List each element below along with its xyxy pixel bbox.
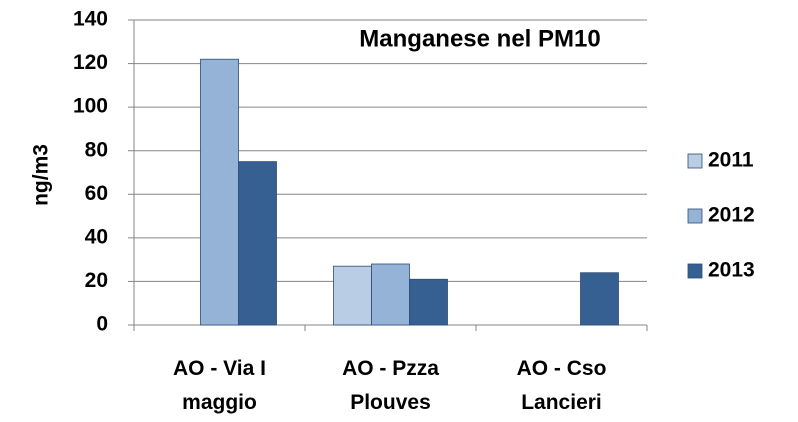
y-tick-label: 140 xyxy=(73,8,108,31)
y-tick-label: 80 xyxy=(85,138,108,161)
y-tick-label: 60 xyxy=(85,182,108,205)
y-axis-label: ng/m3 xyxy=(30,144,53,206)
legend-swatch xyxy=(687,208,703,224)
legend-label: 2013 xyxy=(708,259,755,282)
x-tick-label: AO - Cso Lancieri xyxy=(516,357,607,414)
chart-title: Manganese nel PM10 xyxy=(359,25,600,52)
bar xyxy=(409,278,448,326)
legend-label: 2012 xyxy=(708,204,755,227)
bar xyxy=(333,265,372,326)
bar xyxy=(200,58,239,326)
y-tick-label: 40 xyxy=(85,225,108,248)
legend-swatch xyxy=(687,263,703,279)
bar xyxy=(371,263,410,326)
legend-swatch xyxy=(687,153,703,169)
x-tick-label: AO - Via I maggio xyxy=(173,357,266,414)
bar xyxy=(238,161,277,326)
bar xyxy=(580,272,619,326)
y-tick-label: 0 xyxy=(96,313,108,336)
y-tick-label: 100 xyxy=(73,95,108,118)
y-tick-label: 120 xyxy=(73,51,108,74)
x-tick-label: AO - Pzza Plouves xyxy=(342,357,439,414)
legend-label: 2011 xyxy=(708,149,754,172)
y-tick-label: 20 xyxy=(85,269,108,292)
